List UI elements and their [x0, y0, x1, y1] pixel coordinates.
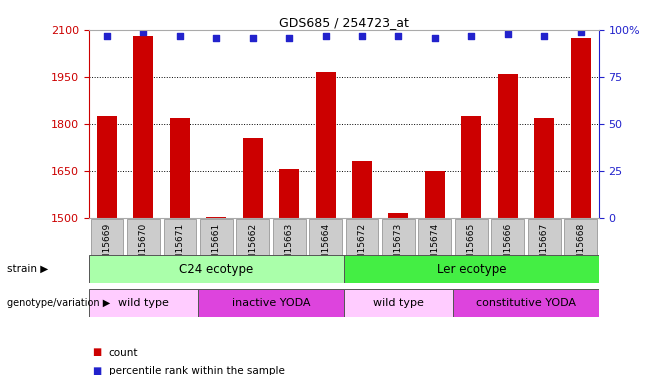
FancyBboxPatch shape [455, 219, 488, 281]
Text: constitutive YODA: constitutive YODA [476, 298, 576, 308]
FancyBboxPatch shape [89, 289, 198, 317]
FancyBboxPatch shape [343, 255, 599, 283]
Text: C24 ecotype: C24 ecotype [179, 262, 253, 276]
Point [284, 34, 294, 40]
Text: GSM15668: GSM15668 [576, 222, 585, 272]
Bar [497, 74, 518, 217]
FancyBboxPatch shape [418, 219, 451, 281]
Text: GSM15673: GSM15673 [394, 222, 403, 272]
Point [174, 33, 185, 39]
Bar [243, 138, 263, 218]
Bar [279, 169, 299, 217]
Point [320, 33, 331, 39]
FancyBboxPatch shape [345, 219, 378, 281]
Point [211, 34, 222, 40]
Text: Ler ecotype: Ler ecotype [436, 262, 506, 276]
FancyBboxPatch shape [564, 219, 597, 281]
Text: wild type: wild type [373, 298, 424, 308]
Text: percentile rank within the sample: percentile rank within the sample [109, 366, 284, 375]
Point [102, 33, 113, 39]
FancyBboxPatch shape [236, 219, 269, 281]
Point [503, 31, 513, 37]
Text: GSM15669: GSM15669 [103, 222, 112, 272]
Bar [425, 171, 445, 217]
Point [539, 33, 549, 39]
FancyBboxPatch shape [200, 219, 233, 281]
Bar [534, 117, 554, 218]
Bar [316, 72, 336, 217]
Title: GDS685 / 254723_at: GDS685 / 254723_at [279, 16, 409, 29]
FancyBboxPatch shape [343, 289, 453, 317]
Text: GSM15670: GSM15670 [139, 222, 148, 272]
Point [357, 33, 367, 39]
Text: GSM15662: GSM15662 [248, 222, 257, 272]
FancyBboxPatch shape [528, 219, 561, 281]
Bar [352, 161, 372, 218]
Text: count: count [109, 348, 138, 357]
FancyBboxPatch shape [309, 219, 342, 281]
Bar [570, 38, 591, 218]
Point [575, 29, 586, 35]
Text: GSM15664: GSM15664 [321, 222, 330, 272]
Text: strain ▶: strain ▶ [7, 264, 48, 274]
Bar [388, 213, 409, 217]
Text: ■: ■ [92, 366, 101, 375]
Text: GSM15672: GSM15672 [357, 222, 367, 272]
Point [430, 34, 440, 40]
Text: inactive YODA: inactive YODA [232, 298, 310, 308]
Bar [170, 117, 190, 218]
Text: GSM15667: GSM15667 [540, 222, 549, 272]
Text: GSM15666: GSM15666 [503, 222, 512, 272]
FancyBboxPatch shape [91, 219, 124, 281]
Point [247, 34, 258, 40]
FancyBboxPatch shape [382, 219, 415, 281]
Text: GSM15663: GSM15663 [285, 222, 293, 272]
Point [138, 29, 149, 35]
FancyBboxPatch shape [492, 219, 524, 281]
Text: GSM15661: GSM15661 [212, 222, 221, 272]
Text: wild type: wild type [118, 298, 169, 308]
Text: GSM15665: GSM15665 [467, 222, 476, 272]
Text: GSM15674: GSM15674 [430, 222, 440, 272]
FancyBboxPatch shape [273, 219, 305, 281]
FancyBboxPatch shape [127, 219, 160, 281]
FancyBboxPatch shape [163, 219, 196, 281]
Point [466, 33, 476, 39]
FancyBboxPatch shape [198, 289, 343, 317]
FancyBboxPatch shape [453, 289, 599, 317]
Bar [134, 36, 153, 218]
Bar [461, 116, 481, 218]
Bar [97, 116, 117, 218]
FancyBboxPatch shape [89, 255, 343, 283]
Text: ■: ■ [92, 348, 101, 357]
Text: GSM15671: GSM15671 [176, 222, 184, 272]
Text: genotype/variation ▶: genotype/variation ▶ [7, 298, 110, 308]
Point [393, 33, 404, 39]
